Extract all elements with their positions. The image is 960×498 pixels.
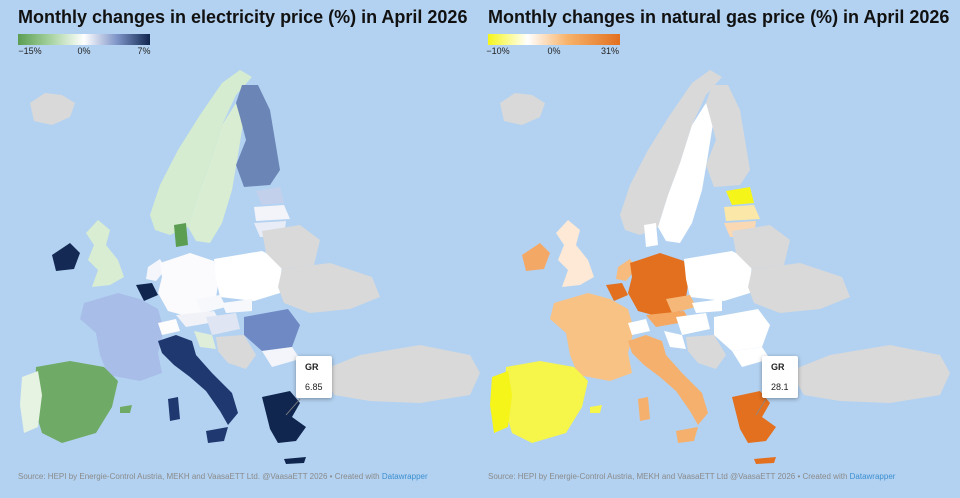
balearics: [120, 405, 132, 413]
turkey: [320, 345, 480, 403]
belgium: [136, 283, 158, 301]
czechia: [196, 295, 226, 313]
tooltip-pointer: [285, 398, 301, 416]
sweden: [658, 103, 714, 243]
gas-source: Source: HEPI by Energie-Control Austria,…: [488, 472, 895, 481]
electricity-datawrapper-link[interactable]: Datawrapper: [381, 472, 428, 481]
sweden: [188, 103, 244, 243]
switzerland: [628, 319, 650, 335]
estonia: [726, 187, 754, 205]
turkey: [790, 345, 950, 403]
gas-tooltip: GR 28.1: [762, 356, 798, 398]
france: [80, 293, 164, 381]
serbia-balkans: [216, 335, 256, 369]
latvia: [724, 205, 760, 221]
tooltip-pointer: [755, 398, 767, 416]
greece: [732, 391, 776, 443]
norway: [150, 70, 252, 235]
electricity-legend-min-label: −15%: [18, 46, 42, 56]
slovenia-croatia: [664, 331, 686, 349]
belarus: [262, 225, 320, 269]
romania: [714, 309, 770, 351]
sardinia: [638, 397, 650, 421]
slovakia: [222, 299, 252, 313]
serbia-balkans: [686, 335, 726, 369]
balearics: [590, 405, 602, 413]
portugal: [490, 371, 512, 433]
finland: [236, 85, 280, 187]
iceland: [30, 93, 75, 125]
spain: [34, 361, 118, 443]
uk: [86, 220, 124, 287]
uk: [556, 220, 594, 287]
belgium: [606, 283, 628, 301]
hungary: [206, 313, 240, 335]
ireland: [522, 243, 550, 271]
electricity-source: Source: HEPI by Energie-Control Austria,…: [18, 472, 428, 481]
electricity-legend-mid-label: 0%: [77, 46, 91, 56]
gas-datawrapper-link[interactable]: Datawrapper: [849, 472, 896, 481]
estonia: [256, 187, 284, 205]
gas-map-panel: Monthly changes in natural gas price (%)…: [470, 0, 950, 498]
electricity-legend-bar: [18, 34, 150, 45]
spain: [504, 361, 588, 443]
denmark: [174, 223, 188, 247]
slovakia: [692, 299, 722, 313]
electricity-legend-max-label: 7%: [137, 46, 151, 56]
austria: [646, 311, 690, 327]
ukraine: [748, 263, 850, 313]
gas-source-text: Source: HEPI by Energie-Control Austria,…: [488, 472, 850, 481]
norway: [620, 70, 722, 235]
electricity-source-text: Source: HEPI by Energie-Control Austria,…: [18, 472, 382, 481]
electricity-map: [20, 70, 480, 464]
ukraine: [278, 263, 380, 313]
sicily: [206, 427, 228, 443]
slovenia-croatia: [194, 331, 216, 349]
gas-legend-min-label: −10%: [486, 46, 510, 56]
denmark: [644, 223, 658, 247]
electricity-tooltip-value: 6.85: [305, 382, 323, 392]
electricity-tooltip-country: GR: [305, 362, 319, 372]
belarus: [732, 225, 790, 269]
romania: [244, 309, 300, 351]
gas-map-title: Monthly changes in natural gas price (%)…: [488, 7, 950, 27]
switzerland: [158, 319, 180, 335]
gas-legend-max-label: 31%: [600, 46, 620, 56]
italy: [158, 335, 238, 425]
electricity-tooltip: GR 6.85: [296, 356, 332, 398]
gas-tooltip-value: 28.1: [771, 382, 789, 392]
iceland: [500, 93, 545, 125]
electricity-map-title: Monthly changes in electricity price (%)…: [18, 7, 468, 27]
portugal: [20, 371, 42, 433]
bulgaria: [732, 347, 770, 367]
poland: [214, 251, 282, 301]
hungary: [676, 313, 710, 335]
gas-legend-bar: [488, 34, 620, 45]
finland: [706, 85, 750, 187]
poland: [684, 251, 752, 301]
gas-map: [490, 70, 950, 464]
gas-legend-mid-label: 0%: [547, 46, 561, 56]
latvia: [254, 205, 290, 221]
sardinia: [168, 397, 180, 421]
crete: [754, 457, 776, 464]
austria: [176, 311, 220, 327]
sicily: [676, 427, 698, 443]
gas-tooltip-country: GR: [771, 362, 785, 372]
italy: [628, 335, 708, 425]
crete: [284, 457, 306, 464]
ireland: [52, 243, 80, 271]
electricity-map-panel: Monthly changes in electricity price (%)…: [18, 7, 480, 481]
czechia: [666, 295, 696, 313]
bulgaria: [262, 347, 300, 367]
greece: [262, 391, 306, 443]
france: [550, 293, 634, 381]
